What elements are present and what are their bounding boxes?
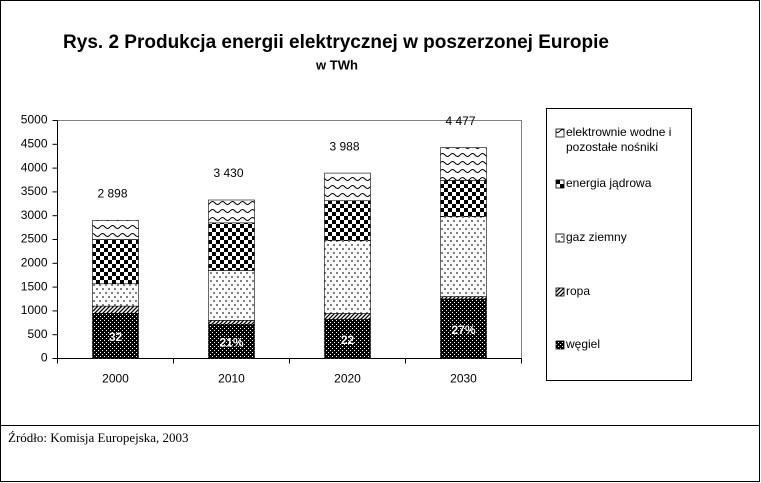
y-tick-label: 500 <box>27 327 47 341</box>
legend-item: ropa <box>566 284 591 298</box>
chart-title: Rys. 2 Produkcja energii elektrycznej w … <box>63 32 609 53</box>
x-tick-label: 2020 <box>334 372 361 386</box>
y-tick-label: 3000 <box>21 208 48 222</box>
bar-segment <box>92 305 139 314</box>
total-label: 3 430 <box>213 166 243 180</box>
bar-segment <box>324 200 371 241</box>
legend-swatch <box>555 233 565 243</box>
x-tick-label: 2010 <box>218 372 245 386</box>
share-label: 27% <box>451 323 475 337</box>
y-tick-label: 4500 <box>21 136 48 150</box>
share-label: 32 <box>109 330 123 344</box>
bar-segment <box>208 222 255 271</box>
chart-subtitle: w TWh <box>315 57 358 72</box>
bar-segment <box>324 313 371 320</box>
y-tick-label: 1500 <box>21 279 48 293</box>
bar-segment <box>92 239 139 285</box>
y-tick-label: 4000 <box>21 160 48 174</box>
legend-item: energia jądrowa <box>566 176 652 190</box>
legend-label: elektrownie wodne i pozostałe nośniki <box>566 125 672 154</box>
y-tick-label: 2000 <box>21 255 48 269</box>
y-tick-label: 0 <box>41 351 48 365</box>
bar-segment <box>92 312 139 359</box>
bar-segment <box>324 172 371 202</box>
bar-segment <box>92 283 139 307</box>
bar-segment <box>92 220 139 240</box>
bar-segment <box>440 296 487 300</box>
total-label: 3 988 <box>329 139 359 153</box>
bar-segment <box>208 270 255 321</box>
legend-swatch <box>555 287 565 297</box>
y-tick-label: 2500 <box>21 232 48 246</box>
legend-swatch <box>555 128 565 138</box>
x-tick-label: 2030 <box>450 372 477 386</box>
bar-segment <box>208 199 255 224</box>
legend-swatch <box>555 340 565 350</box>
bar-segment <box>208 320 255 325</box>
bar-segment <box>440 180 487 217</box>
total-label: 2 898 <box>97 187 127 201</box>
total-label: 4 477 <box>445 114 475 128</box>
legend-item: gaz ziemny <box>566 230 627 244</box>
y-tick-label: 3500 <box>21 184 48 198</box>
share-label: 22 <box>341 333 355 347</box>
legend-item: węgiel <box>566 337 601 351</box>
legend-swatch <box>555 179 565 189</box>
y-tick-label: 5000 <box>21 113 48 127</box>
legend <box>546 108 692 381</box>
legend-label: gaz ziemny <box>566 230 627 244</box>
share-label: 21% <box>219 336 243 350</box>
legend-item: elektrownie wodne i pozostałe nośniki <box>566 125 672 154</box>
legend-label: węgiel <box>566 337 601 351</box>
y-tick-label: 1000 <box>21 303 48 317</box>
bar-segment <box>208 323 255 359</box>
bar-segment <box>324 319 371 359</box>
source-note: Źródło: Komisja Europejska, 2003 <box>8 430 189 445</box>
bar-segment <box>324 240 371 314</box>
legend-label: ropa <box>566 284 591 298</box>
bar-segment <box>440 147 487 181</box>
x-tick-label: 2000 <box>102 372 129 386</box>
bar-segment <box>440 298 487 359</box>
bar-segment <box>440 216 487 297</box>
legend-label: energia jądrowa <box>566 176 652 190</box>
